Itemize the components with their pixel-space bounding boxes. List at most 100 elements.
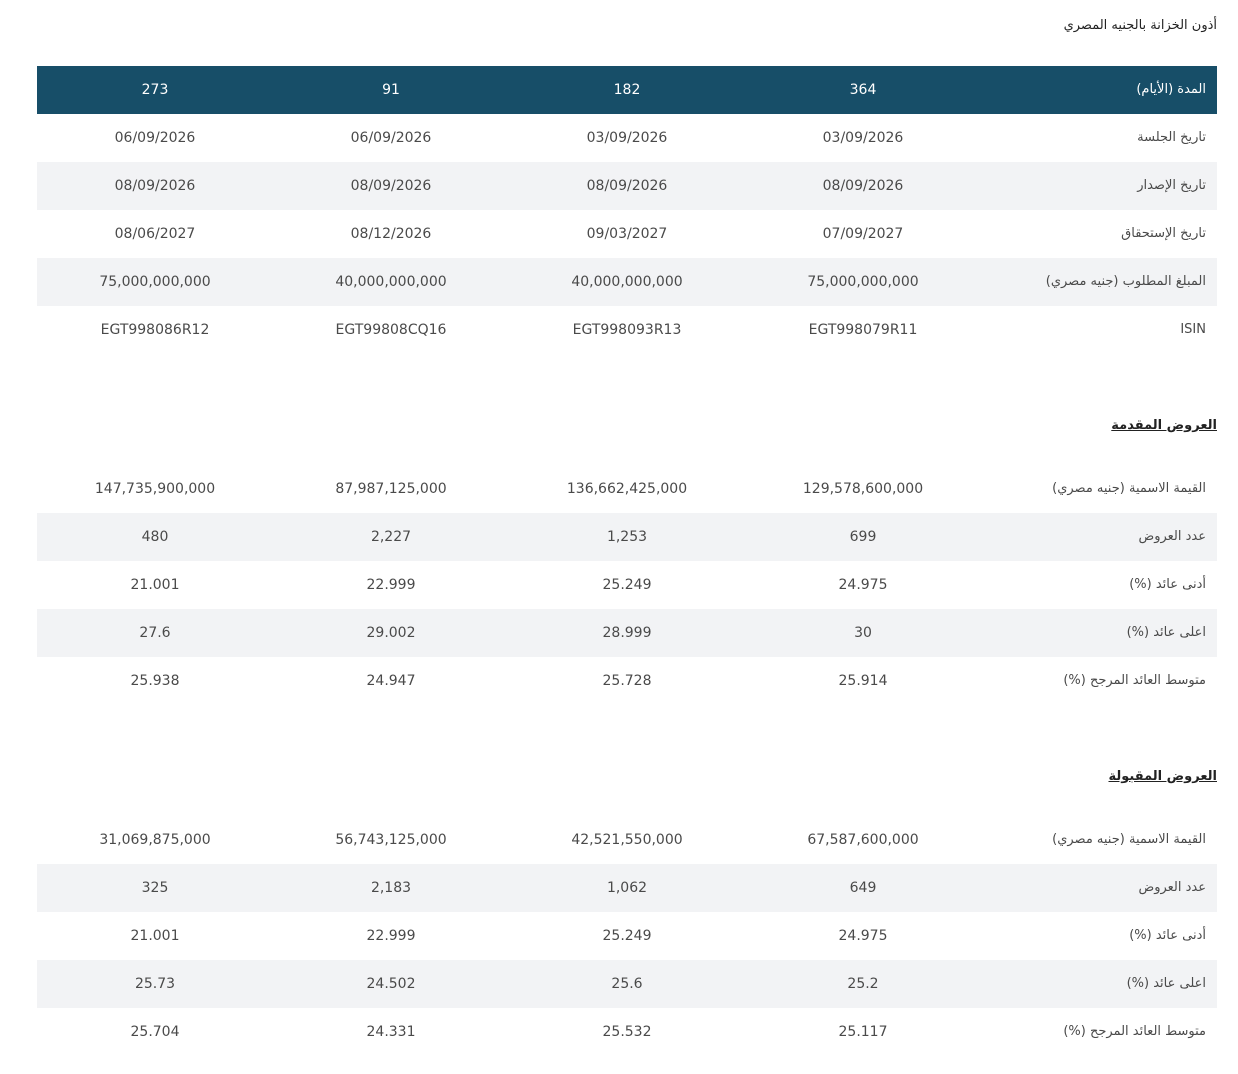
row-label: تاريخ الجلسة: [981, 114, 1217, 162]
table-cell: 25.117: [838, 1024, 888, 1040]
table-row: اعلى عائد (%) 30 28.999 29.002 27.6: [37, 609, 1217, 657]
table-cell: 21.001: [130, 577, 180, 593]
page-title: أذون الخزانة بالجنيه المصري: [1063, 18, 1217, 33]
table-row: المدة (الأيام) 364 182 91 273: [37, 66, 1217, 114]
table-cell: EGT99808CQ16: [335, 322, 447, 338]
row-label: تاريخ الإصدار: [981, 162, 1217, 210]
table-cell: 129,578,600,000: [802, 481, 924, 497]
table-cell: 25.249: [602, 928, 652, 944]
row-label: المبلغ المطلوب (جنيه مصري): [981, 258, 1217, 306]
table-cell: EGT998093R13: [572, 322, 682, 338]
table-cell: 649: [849, 880, 877, 896]
table-cell: 2,183: [370, 880, 412, 896]
row-label: متوسط العائد المرجح (%): [981, 657, 1217, 705]
table-row: أدنى عائد (%) 24.975 25.249 22.999 21.001: [37, 912, 1217, 960]
table-cell: 136,662,425,000: [566, 481, 688, 497]
row-label: تاريخ الإستحقاق: [981, 210, 1217, 258]
label-text: أدنى عائد (%): [1129, 928, 1206, 943]
table-cell: 67,587,600,000: [807, 832, 919, 848]
table-cell: 24.502: [366, 976, 416, 992]
table-cell: 08/12/2026: [350, 226, 432, 242]
label-text: متوسط العائد المرجح (%): [1063, 1024, 1206, 1039]
table-cell: 03/09/2026: [822, 130, 904, 146]
table-cell: 06/09/2026: [114, 130, 196, 146]
table-row: تاريخ الإستحقاق 07/09/2027 09/03/2027 08/12…: [37, 210, 1217, 258]
section-title: العروض المقبولة: [1108, 769, 1218, 784]
row-label: اعلى عائد (%): [981, 960, 1217, 1008]
table-cell: 21.001: [130, 928, 180, 944]
table-cell: 08/09/2026: [114, 178, 196, 194]
table-row: تاريخ الإصدار 08/09/2026 08/09/2026 08/09/2…: [37, 162, 1217, 210]
table-cell: EGT998079R11: [808, 322, 918, 338]
table-cell: 03/09/2026: [586, 130, 668, 146]
table-cell: 27.6: [139, 625, 171, 641]
table-cell: 273: [141, 82, 169, 98]
table-cell: EGT998086R12: [100, 322, 210, 338]
table-cell: 25.704: [130, 1024, 180, 1040]
table-cell: 40,000,000,000: [335, 274, 447, 290]
label-text: القيمة الاسمية (جنيه مصري): [1052, 481, 1206, 496]
table-row: متوسط العائد المرجح (%) 25.117 25.532 24.33…: [37, 1008, 1217, 1056]
table-cell: 56,743,125,000: [335, 832, 447, 848]
table-cell: 31,069,875,000: [99, 832, 211, 848]
table-cell: 09/03/2027: [586, 226, 668, 242]
table-cell: 06/09/2026: [350, 130, 432, 146]
table-cell: 25.914: [838, 673, 888, 689]
label-text: تاريخ الجلسة: [1137, 130, 1206, 145]
table-cell: 28.999: [602, 625, 652, 641]
table-row: عدد العروض 649 1,062 2,183 325: [37, 864, 1217, 912]
table-cell: 147,735,900,000: [94, 481, 216, 497]
row-label: أدنى عائد (%): [981, 912, 1217, 960]
label-text: أدنى عائد (%): [1129, 577, 1206, 592]
row-label: عدد العروض: [981, 864, 1217, 912]
table-cell: 30: [854, 625, 872, 641]
table-cell: 75,000,000,000: [99, 274, 211, 290]
table-cell: 325: [141, 880, 169, 896]
label-text: القيمة الاسمية (جنيه مصري): [1052, 832, 1206, 847]
table-cell: 364: [849, 82, 877, 98]
table-cell: 22.999: [366, 928, 416, 944]
table-row: متوسط العائد المرجح (%) 25.914 25.728 24.94…: [37, 657, 1217, 705]
table-cell: 07/09/2027: [822, 226, 904, 242]
table-cell: 24.331: [366, 1024, 416, 1040]
row-label: متوسط العائد المرجح (%): [981, 1008, 1217, 1056]
table-cell: 25.532: [602, 1024, 652, 1040]
table-cell: 91: [382, 82, 400, 98]
table-cell: 480: [141, 529, 169, 545]
table-row: عدد العروض 699 1,253 2,227 480: [37, 513, 1217, 561]
row-label: أدنى عائد (%): [981, 561, 1217, 609]
label-text: اعلى عائد (%): [1126, 976, 1206, 991]
label-text: تاريخ الإستحقاق: [1121, 226, 1206, 241]
table-cell: 22.999: [366, 577, 416, 593]
label-text: المبلغ المطلوب (جنيه مصري): [1045, 274, 1206, 289]
label-text: اعلى عائد (%): [1126, 625, 1206, 640]
table-cell: 24.975: [838, 928, 888, 944]
row-label: ISIN: [981, 306, 1217, 354]
row-label: القيمة الاسمية (جنيه مصري): [981, 465, 1217, 513]
table-cell: 08/09/2026: [350, 178, 432, 194]
table-cell: 25.938: [130, 673, 180, 689]
label-text: المدة (الأيام): [1136, 82, 1206, 97]
table-row: القيمة الاسمية (جنيه مصري) 67,587,600,000…: [37, 816, 1217, 864]
table-row: القيمة الاسمية (جنيه مصري) 129,578,600,00…: [37, 465, 1217, 513]
table-cell: 42,521,550,000: [571, 832, 683, 848]
row-label: اعلى عائد (%): [981, 609, 1217, 657]
table-cell: 2,227: [370, 529, 412, 545]
table-cell: 75,000,000,000: [807, 274, 919, 290]
table-cell: 25.728: [602, 673, 652, 689]
table-cell: 1,253: [606, 529, 648, 545]
label-text: عدد العروض: [1138, 529, 1206, 544]
table-cell: 25.2: [847, 976, 879, 992]
table-cell: 29.002: [366, 625, 416, 641]
table-cell: 87,987,125,000: [335, 481, 447, 497]
table-row: ISIN EGT998079R11 EGT998093R13 EGT99808CQ16…: [37, 306, 1217, 354]
table-row: أدنى عائد (%) 24.975 25.249 22.999 21.001: [37, 561, 1217, 609]
table-cell: 24.975: [838, 577, 888, 593]
label-text: عدد العروض: [1138, 880, 1206, 895]
table-cell: 25.73: [134, 976, 176, 992]
label-text: تاريخ الإصدار: [1137, 178, 1206, 193]
row-label: عدد العروض: [981, 513, 1217, 561]
table-cell: 08/09/2026: [586, 178, 668, 194]
row-label: المدة (الأيام): [981, 66, 1217, 114]
